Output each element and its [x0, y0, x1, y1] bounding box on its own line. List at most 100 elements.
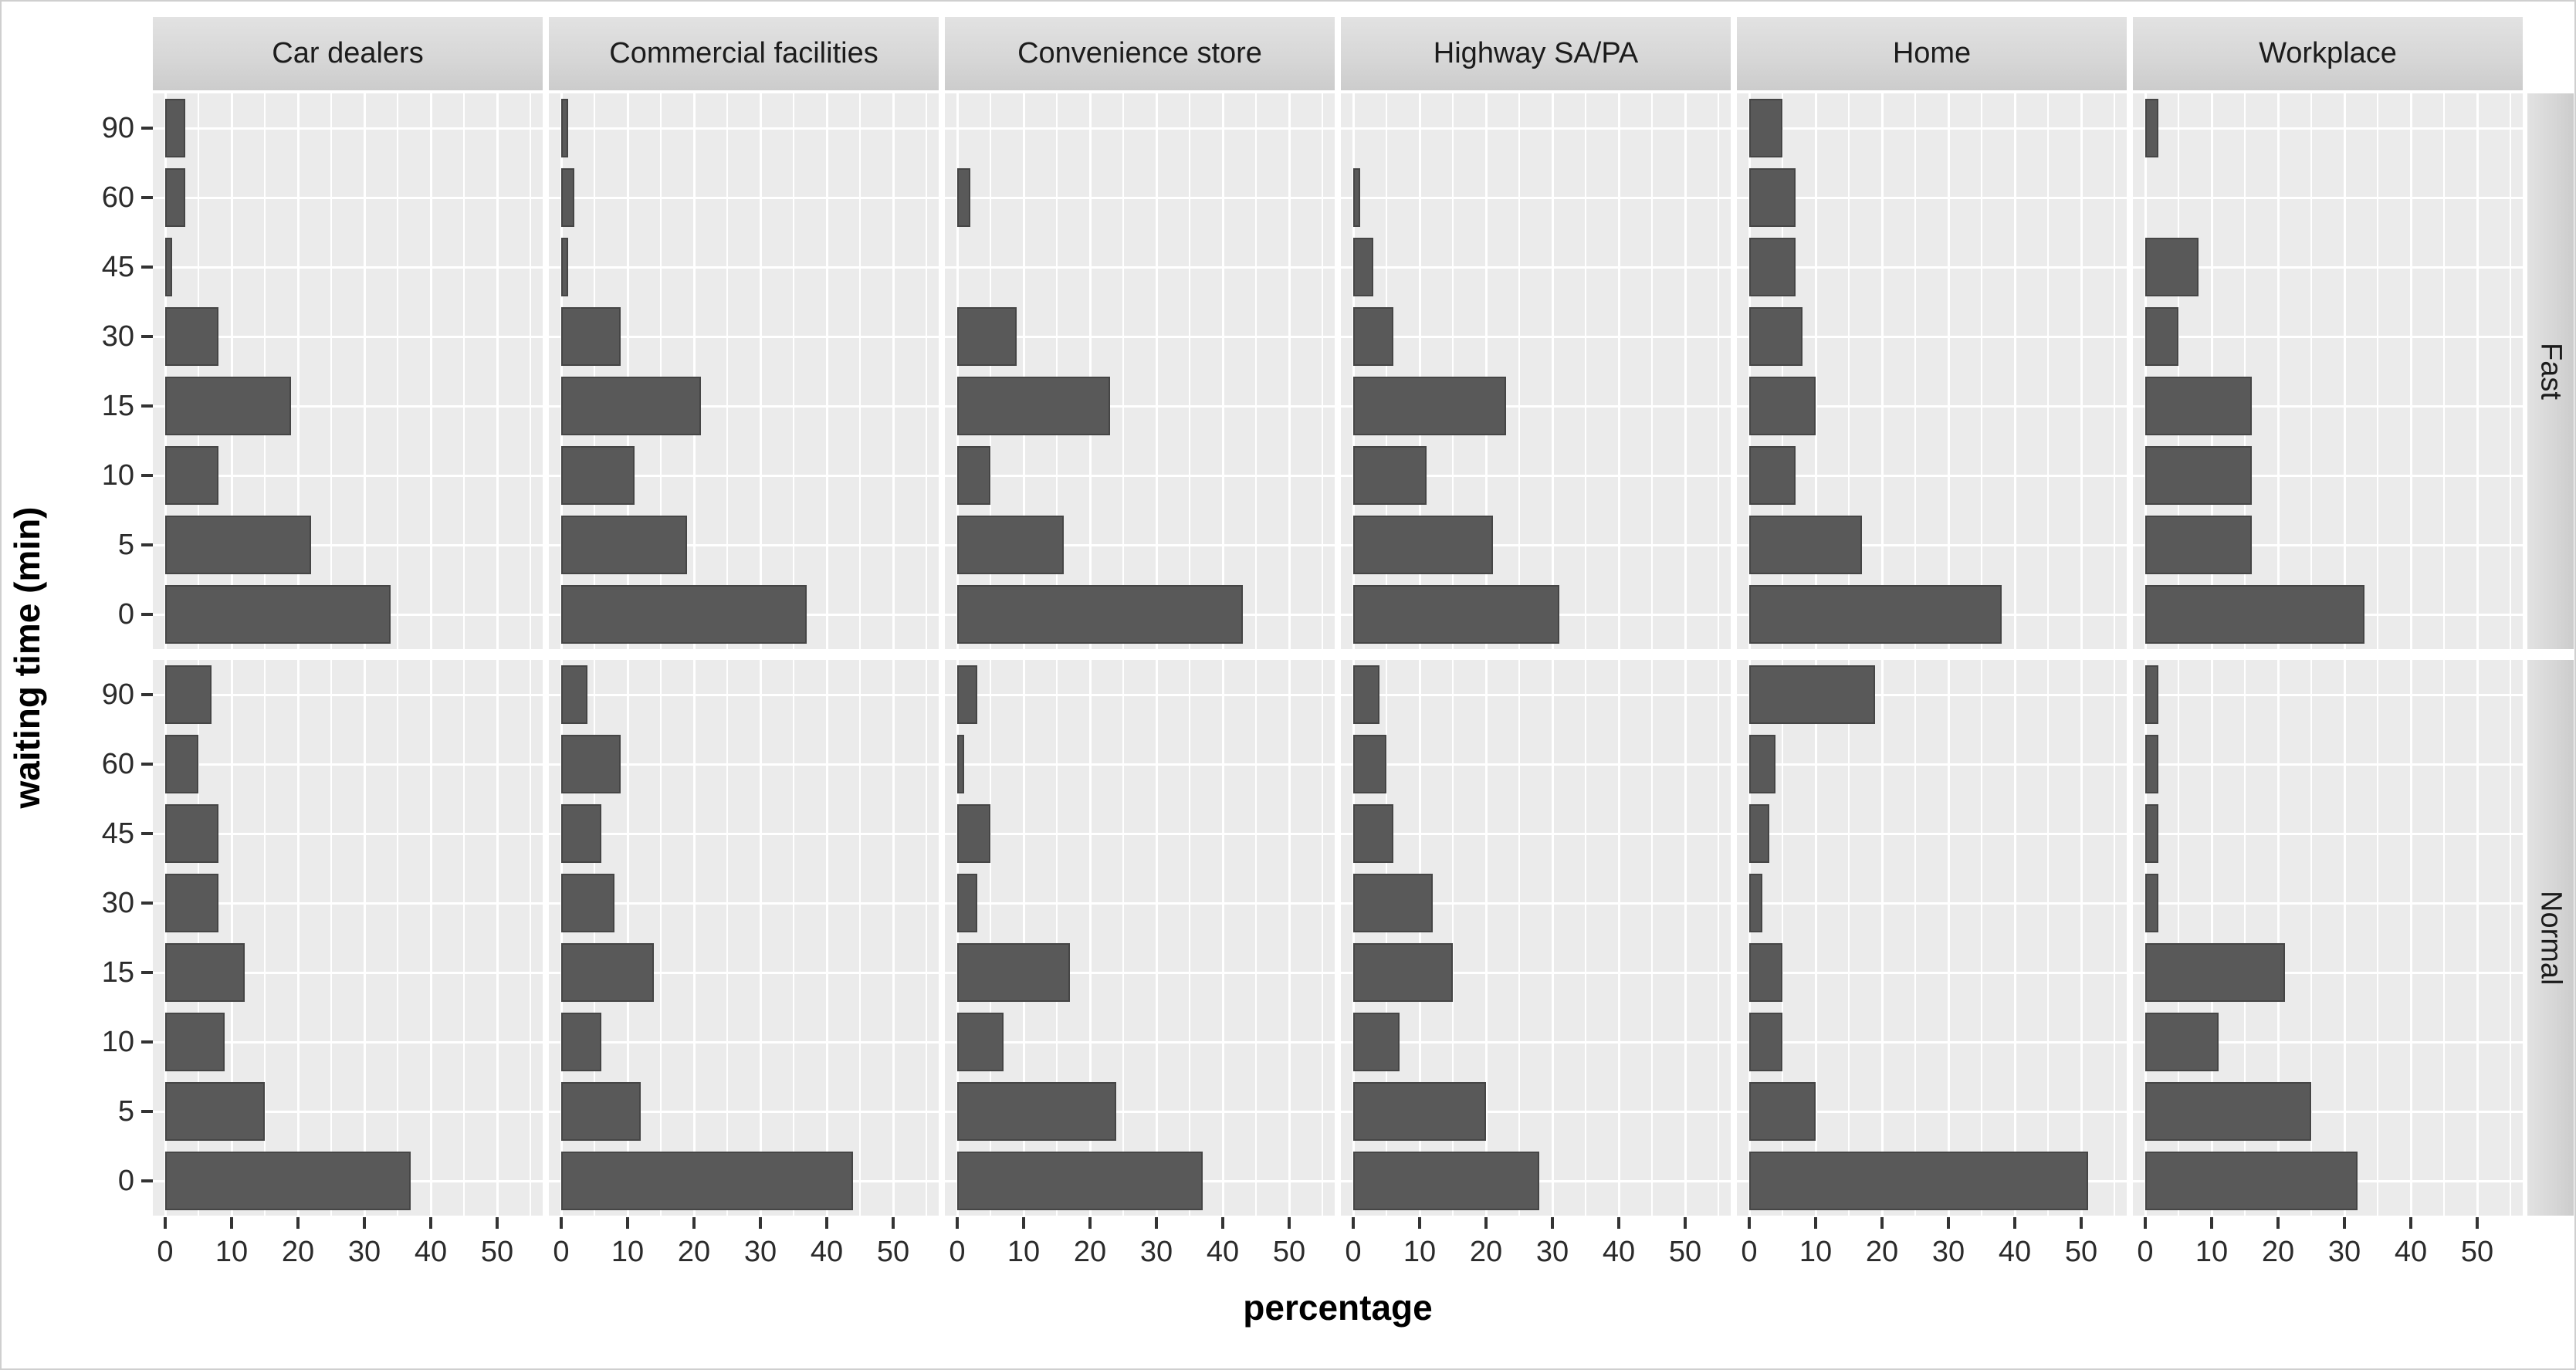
major-gridline — [2144, 93, 2147, 649]
bar-normal-3-15 — [1353, 943, 1453, 1002]
major-gridline — [2013, 93, 2016, 649]
bar-normal-1-10 — [561, 1013, 601, 1071]
bar-fast-4-10 — [1749, 446, 1796, 505]
minor-gridline — [990, 93, 991, 649]
major-gridline — [1617, 93, 1620, 649]
category-gridline — [1737, 196, 2127, 199]
category-gridline — [2133, 543, 2523, 546]
bar-normal-3-5 — [1353, 1082, 1486, 1141]
panel-normal-2 — [945, 660, 1335, 1216]
x-axis-tick — [2276, 1217, 2280, 1229]
category-gridline — [1737, 335, 2127, 338]
minor-gridline — [793, 93, 794, 649]
x-tick-label: 50 — [876, 1236, 910, 1268]
category-gridline — [1737, 832, 2127, 835]
bar-normal-2-0 — [957, 1152, 1203, 1210]
category-gridline — [2133, 1110, 2523, 1113]
bar-fast-1-90 — [561, 99, 568, 157]
x-tick-label: 10 — [1799, 1236, 1833, 1268]
minor-gridline — [2377, 93, 2378, 649]
facet-column-strip: Home — [1737, 17, 2127, 90]
x-axis-tick — [363, 1217, 366, 1229]
x-axis-tick — [2080, 1217, 2083, 1229]
major-gridline — [1617, 660, 1620, 1216]
minor-gridline — [859, 93, 861, 649]
minor-gridline — [1122, 93, 1124, 649]
major-gridline — [892, 660, 895, 1216]
bar-fast-1-15 — [561, 377, 701, 435]
bar-normal-1-5 — [561, 1082, 641, 1141]
x-axis-tick — [1551, 1217, 1554, 1229]
x-tick-label: 40 — [1998, 1236, 2032, 1268]
category-gridline — [1737, 763, 2127, 766]
major-gridline — [1288, 660, 1291, 1216]
major-gridline — [2476, 660, 2479, 1216]
category-gridline — [2133, 404, 2523, 408]
category-gridline — [1341, 127, 1731, 130]
bar-fast-4-5 — [1749, 516, 1863, 574]
y-axis-tick — [141, 971, 153, 974]
category-gridline — [1737, 971, 2127, 974]
y-tick-label: 90 — [101, 112, 134, 144]
x-tick-label: 30 — [2327, 1236, 2361, 1268]
panel-fast-4 — [1737, 93, 2127, 649]
x-tick-label: 20 — [1469, 1236, 1503, 1268]
category-gridline — [549, 127, 939, 130]
minor-gridline — [2244, 93, 2246, 649]
y-tick-label: 30 — [101, 320, 134, 353]
category-gridline — [153, 266, 543, 269]
category-gridline — [1341, 901, 1731, 905]
x-tick-label: 0 — [1345, 1236, 1362, 1268]
bar-normal-2-5 — [957, 1082, 1117, 1141]
major-gridline — [1748, 93, 1751, 649]
x-tick-label: 30 — [1931, 1236, 1965, 1268]
bar-fast-0-45 — [165, 238, 172, 296]
major-gridline — [1221, 93, 1224, 649]
bar-normal-3-90 — [1353, 665, 1380, 724]
major-gridline — [363, 93, 366, 649]
minor-gridline — [660, 93, 662, 649]
bar-normal-1-0 — [561, 1152, 854, 1210]
y-axis-tick — [141, 404, 153, 408]
x-axis-tick — [1022, 1217, 1025, 1229]
x-axis-tick — [2210, 1217, 2213, 1229]
major-gridline — [1684, 660, 1687, 1216]
bar-fast-1-45 — [561, 238, 568, 296]
category-gridline — [1737, 127, 2127, 130]
y-axis-tick — [141, 335, 153, 338]
x-axis-tick — [2476, 1217, 2479, 1229]
x-axis-tick — [2409, 1217, 2412, 1229]
x-tick-label: 0 — [949, 1236, 966, 1268]
x-axis-tick — [1352, 1217, 1355, 1229]
x-axis-tick — [2144, 1217, 2147, 1229]
panel-fast-0 — [153, 93, 543, 649]
minor-gridline — [397, 660, 398, 1216]
x-axis-tick — [429, 1217, 432, 1229]
x-axis-tick — [626, 1217, 629, 1229]
major-gridline — [692, 93, 696, 649]
major-gridline — [429, 93, 432, 649]
bar-normal-0-90 — [165, 665, 212, 724]
x-tick-label: 0 — [2137, 1236, 2154, 1268]
bar-fast-3-15 — [1353, 377, 1506, 435]
bar-normal-5-60 — [2145, 735, 2159, 793]
bar-fast-3-45 — [1353, 238, 1373, 296]
x-axis-tick — [1880, 1217, 1884, 1229]
minor-gridline — [2178, 660, 2179, 1216]
y-tick-label: 15 — [101, 390, 134, 422]
minor-gridline — [1848, 93, 1850, 649]
major-gridline — [1814, 660, 1817, 1216]
category-gridline — [1341, 832, 1731, 835]
minor-gridline — [2310, 660, 2312, 1216]
panel-fast-1 — [549, 93, 939, 649]
major-gridline — [496, 93, 499, 649]
category-gridline — [1737, 474, 2127, 477]
minor-gridline — [1981, 93, 1982, 649]
category-gridline — [2133, 763, 2523, 766]
category-gridline — [153, 127, 543, 130]
category-gridline — [945, 1110, 1335, 1113]
x-axis-tick — [2013, 1217, 2016, 1229]
category-gridline — [2133, 196, 2523, 199]
y-axis-tick — [141, 196, 153, 199]
bar-fast-5-30 — [2145, 307, 2178, 366]
